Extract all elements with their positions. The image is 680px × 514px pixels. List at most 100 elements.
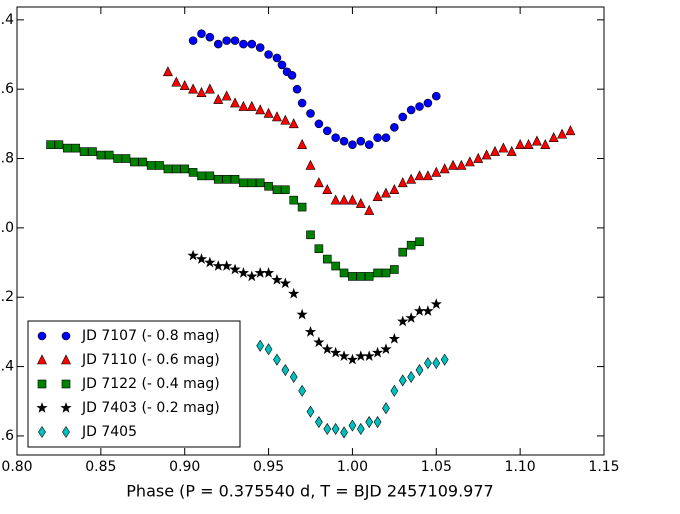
point <box>473 152 484 163</box>
point <box>230 97 241 108</box>
point <box>381 133 391 143</box>
point <box>406 105 416 115</box>
point <box>279 277 291 289</box>
point <box>347 194 358 205</box>
point <box>348 272 357 281</box>
point <box>281 185 290 195</box>
point <box>548 132 559 143</box>
point <box>432 357 441 370</box>
point <box>355 197 366 208</box>
point <box>187 249 199 261</box>
y-tick-label: .0 <box>1 220 14 236</box>
point <box>382 402 390 415</box>
point <box>298 384 306 397</box>
point <box>330 346 342 358</box>
point <box>46 140 55 149</box>
point <box>297 202 307 212</box>
point <box>205 32 215 42</box>
legend-label: JD 7405 <box>81 424 137 440</box>
point <box>314 244 324 253</box>
point <box>330 194 341 205</box>
point <box>314 119 324 129</box>
point <box>397 177 408 188</box>
point <box>188 83 199 94</box>
point <box>415 102 424 111</box>
point <box>313 177 324 188</box>
point <box>271 111 282 122</box>
y-tick-label: .6 <box>1 428 14 444</box>
point <box>515 138 526 149</box>
point <box>380 343 392 355</box>
point <box>390 384 399 397</box>
point <box>138 157 148 167</box>
point <box>373 268 382 278</box>
point <box>414 170 425 181</box>
point <box>305 159 316 170</box>
point <box>272 185 282 195</box>
point <box>331 422 340 436</box>
point <box>397 315 409 327</box>
point <box>423 98 433 108</box>
legend-marker <box>61 354 71 365</box>
legend-label: JD 7107 (- 0.8 mag) <box>81 328 220 344</box>
point <box>171 76 182 87</box>
x-axis-label: Phase (P = 0.375540 d, T = BJD 2457109.9… <box>126 482 493 501</box>
point <box>195 253 208 264</box>
point <box>263 107 274 118</box>
point <box>188 168 198 177</box>
point <box>222 36 231 45</box>
y-tick-label: .8 <box>1 151 14 167</box>
point <box>422 305 434 316</box>
point <box>221 90 232 101</box>
point <box>255 104 266 115</box>
point <box>163 164 173 174</box>
point <box>372 191 383 201</box>
point <box>88 147 97 156</box>
point <box>71 143 80 153</box>
point <box>415 237 424 247</box>
point <box>348 419 357 432</box>
point <box>121 154 131 163</box>
point <box>315 416 323 429</box>
point <box>104 150 114 160</box>
point <box>162 66 173 77</box>
point <box>256 339 265 352</box>
point <box>292 84 302 94</box>
point <box>197 29 206 38</box>
point <box>280 114 291 125</box>
point <box>272 53 282 63</box>
point <box>338 350 350 361</box>
point <box>247 39 257 49</box>
point <box>54 140 64 149</box>
point <box>380 187 391 198</box>
legend-marker <box>37 379 47 389</box>
point <box>339 194 350 205</box>
point <box>246 100 257 111</box>
point <box>422 170 433 181</box>
point <box>230 36 240 45</box>
point <box>440 353 449 366</box>
point <box>113 154 122 163</box>
point <box>398 112 408 122</box>
point <box>523 138 534 149</box>
point <box>506 145 517 156</box>
point <box>304 325 317 337</box>
point <box>262 267 275 278</box>
point <box>155 161 164 170</box>
point <box>239 39 248 49</box>
point <box>356 136 366 146</box>
point <box>323 422 332 436</box>
point <box>339 136 349 146</box>
point <box>313 336 325 348</box>
legend-marker <box>37 354 47 365</box>
point <box>288 287 300 299</box>
point <box>237 267 250 278</box>
point <box>531 135 542 146</box>
x-tick-label: 0.80 <box>1 459 32 475</box>
x-tick-label: 0.90 <box>169 459 200 475</box>
point <box>356 422 365 436</box>
legend-label: JD 7110 (- 0.6 mag) <box>81 352 220 368</box>
point <box>373 416 382 429</box>
point <box>289 370 298 384</box>
